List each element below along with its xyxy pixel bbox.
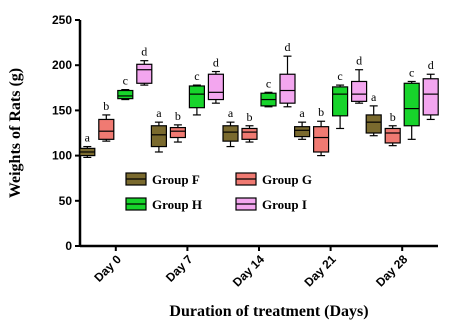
significance-letter: b	[175, 109, 181, 123]
x-tick-label: Day 0	[91, 252, 124, 285]
box-body	[422, 78, 439, 116]
legend-item-group-g: Group G	[235, 172, 312, 187]
box-group-h-1: c	[188, 69, 205, 116]
box-group-h-2: c	[260, 76, 277, 108]
box-group-f-0: a	[79, 131, 96, 159]
box-group-g-4: b	[384, 110, 401, 147]
legend-item-group-h: Group H	[125, 197, 202, 212]
y-axis-title: Weights of Rats (g)	[7, 68, 24, 198]
y-tick-label: 100	[52, 149, 72, 163]
significance-letter: c	[266, 76, 271, 90]
box-body	[351, 80, 368, 102]
significance-letter: c	[409, 65, 414, 79]
significance-letter: a	[299, 106, 305, 120]
y-tick-label: 0	[65, 239, 72, 253]
box-group-i-0: d	[136, 45, 153, 86]
box-group-g-1: b	[169, 109, 186, 143]
box-body	[150, 125, 167, 148]
y-tick-label: 150	[52, 103, 72, 117]
box-group-h-0: c	[117, 74, 134, 101]
box-group-i-4: d	[422, 58, 439, 121]
legend: Group F Group G Group H Group I	[125, 172, 312, 212]
box-group-h-4: c	[403, 65, 420, 140]
legend-label: Group I	[262, 197, 307, 212]
box-body	[294, 126, 311, 138]
y-tick-label: 50	[59, 194, 73, 208]
significance-letter: d	[356, 54, 362, 68]
x-axis-title: Duration of treatment (Days)	[169, 303, 368, 320]
box-group-f-1: a	[150, 106, 167, 153]
box-body	[241, 127, 258, 140]
significance-letter: d	[428, 58, 434, 72]
box-body	[207, 73, 224, 101]
x-tick-label: Day 14	[230, 252, 267, 289]
box-group-i-2: d	[279, 40, 296, 108]
box-body	[98, 118, 115, 140]
legend-label: Group F	[152, 172, 200, 187]
x-tick-label: Day 21	[301, 252, 338, 289]
box-body	[403, 82, 420, 127]
significance-letter: b	[390, 110, 396, 124]
significance-letter: a	[371, 90, 377, 104]
box-body	[384, 127, 401, 144]
significance-letter: d	[141, 45, 147, 59]
box-group-f-3: a	[294, 106, 311, 140]
box-body	[313, 126, 330, 153]
box-body	[332, 86, 349, 117]
box-group-f-4: a	[365, 90, 382, 137]
significance-letter: a	[156, 106, 162, 120]
significance-letter: a	[228, 106, 234, 120]
box-body	[222, 125, 239, 142]
box-group-f-2: a	[222, 106, 239, 148]
box-group-g-3: b	[313, 105, 330, 157]
box-body	[279, 73, 296, 104]
box-group-h-3: c	[332, 69, 349, 130]
legend-item-group-i: Group I	[235, 197, 307, 212]
box-group-i-3: d	[351, 54, 368, 104]
significance-letter: d	[285, 40, 291, 54]
significance-letter: c	[194, 69, 199, 83]
box-body	[117, 89, 134, 100]
legend-label: Group G	[262, 172, 312, 187]
x-tick-label: Day 28	[373, 252, 410, 289]
box-group-g-2: b	[241, 110, 258, 143]
box-body	[365, 114, 382, 134]
box-body	[188, 85, 205, 109]
significance-letter: a	[85, 131, 91, 145]
significance-letter: c	[337, 69, 342, 83]
y-tick-label: 250	[52, 13, 72, 27]
significance-letter: b	[103, 99, 109, 113]
legend-item-group-f: Group F	[125, 172, 200, 187]
significance-letter: b	[318, 105, 324, 119]
box-body	[169, 126, 186, 139]
significance-letter: b	[247, 110, 253, 124]
x-tick-label: Day 7	[163, 252, 196, 285]
axes: 0 50 100 150 200 250 Day 0 Day 7 Day 14 Day 21 Day…	[52, 13, 438, 289]
legend-label: Group H	[152, 197, 202, 212]
box-group-i-1: d	[207, 56, 224, 104]
box-body	[136, 63, 153, 84]
significance-letter: d	[213, 56, 219, 70]
box-group-g-0: b	[98, 99, 115, 142]
y-tick-label: 200	[52, 58, 72, 72]
significance-letter: c	[123, 74, 128, 88]
